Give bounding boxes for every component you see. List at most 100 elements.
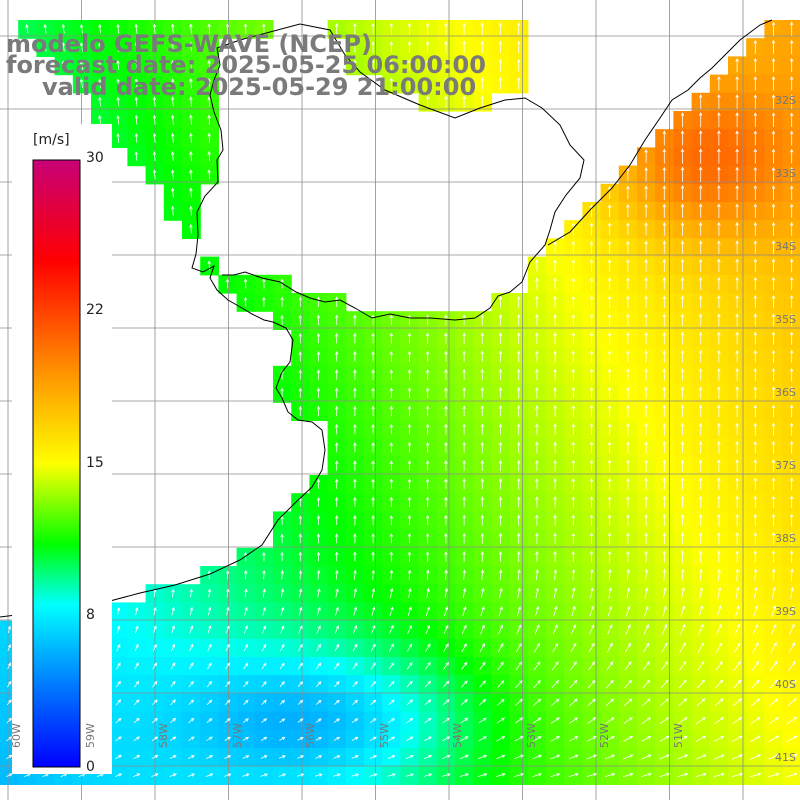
wind-arrow — [262, 606, 266, 616]
wind-arrow — [153, 625, 157, 634]
wind-arrow — [498, 532, 503, 544]
wind-cell — [109, 729, 128, 749]
wind-cell — [273, 675, 292, 694]
wind-arrow — [406, 662, 413, 670]
wind-arrow — [189, 169, 193, 180]
wind-arrow — [589, 222, 594, 236]
wind-arrow — [677, 754, 689, 760]
wind-arrow — [771, 221, 776, 236]
wind-arrow — [315, 718, 322, 723]
wind-arrow — [334, 496, 339, 507]
wind-arrow — [695, 754, 707, 760]
wind-arrow — [750, 735, 761, 742]
wind-arrow — [771, 440, 776, 454]
wind-arrow — [571, 259, 576, 272]
wind-arrow — [314, 773, 323, 777]
wind-arrow — [662, 185, 667, 200]
wind-cell — [418, 711, 438, 731]
wind-arrow — [442, 717, 450, 724]
wind-arrow — [262, 23, 266, 35]
wind-arrow — [733, 679, 742, 689]
wind-arrow — [535, 605, 540, 617]
wind-arrow — [605, 717, 615, 724]
wind-arrow — [735, 532, 739, 545]
wind-cell — [491, 711, 511, 731]
wind-arrow — [626, 495, 630, 508]
wind-arrow — [6, 699, 12, 706]
wind-arrow — [550, 754, 561, 760]
wind-arrow — [280, 533, 284, 544]
wind-arrow — [731, 772, 744, 778]
wind-arrow — [771, 276, 776, 291]
wind-cell — [673, 693, 693, 713]
wind-arrow — [644, 240, 648, 254]
wind-cell — [200, 657, 219, 676]
wind-cell — [618, 638, 638, 658]
wind-arrow — [407, 569, 412, 580]
wind-arrow — [626, 550, 630, 563]
wind-arrow — [571, 587, 576, 599]
wind-arrow — [662, 203, 667, 218]
wind-arrow — [717, 276, 721, 290]
wind-arrow — [680, 277, 685, 290]
wind-arrow — [680, 112, 685, 128]
wind-cell — [764, 657, 784, 676]
wind-arrow — [698, 184, 703, 200]
wind-cell — [182, 748, 201, 767]
wind-arrow — [224, 736, 231, 741]
wind-arrow — [280, 569, 284, 580]
wind-arrow — [61, 42, 66, 52]
wind-arrow — [371, 514, 375, 526]
wind-cell — [618, 657, 638, 676]
wind-arrow — [535, 423, 539, 435]
wind-arrow — [698, 441, 703, 454]
longitude-label: 55W — [377, 723, 391, 748]
wind-cell — [618, 729, 638, 749]
wind-cell — [382, 638, 401, 658]
wind-cell — [218, 638, 238, 658]
wind-arrow — [333, 773, 341, 777]
wind-arrow — [662, 441, 667, 454]
wind-arrow — [480, 569, 485, 581]
wind-arrow — [334, 332, 339, 344]
wind-arrow — [751, 679, 760, 689]
wind-arrow — [735, 586, 740, 599]
wind-cell — [618, 675, 638, 694]
wind-cell — [309, 657, 329, 676]
wind-arrow — [461, 661, 468, 670]
wind-arrow — [535, 350, 539, 363]
wind-arrow — [425, 606, 430, 617]
wind-arrow — [735, 349, 739, 363]
wind-arrow — [352, 699, 359, 706]
wind-arrow — [353, 515, 357, 526]
wind-arrow — [133, 699, 140, 706]
coastline — [0, 23, 585, 618]
wind-arrow — [717, 349, 721, 363]
wind-arrow — [424, 717, 432, 724]
wind-arrow — [771, 605, 777, 618]
wind-arrow — [698, 605, 704, 617]
wind-speed-field — [0, 20, 800, 785]
wind-arrow — [116, 23, 120, 34]
wind-cell — [709, 675, 729, 694]
wind-arrow — [423, 773, 433, 777]
wind-arrow — [498, 40, 503, 53]
wind-arrow — [662, 166, 667, 182]
wind-arrow — [735, 203, 739, 218]
wind-arrow — [407, 369, 412, 380]
wind-cell — [455, 693, 474, 713]
wind-arrow — [753, 495, 758, 509]
wind-cell — [764, 638, 784, 658]
wind-arrow — [589, 350, 594, 363]
wind-arrow — [371, 533, 375, 544]
wind-arrow — [369, 736, 377, 741]
wind-cell — [637, 675, 656, 694]
wind-arrow — [387, 773, 396, 777]
wind-arrow — [626, 514, 630, 526]
wind-arrow — [717, 331, 721, 345]
wind-cell — [400, 693, 420, 713]
wind-arrow — [516, 77, 521, 90]
wind-cell — [618, 693, 638, 713]
wind-arrow — [553, 496, 557, 508]
wind-arrow — [624, 661, 632, 671]
